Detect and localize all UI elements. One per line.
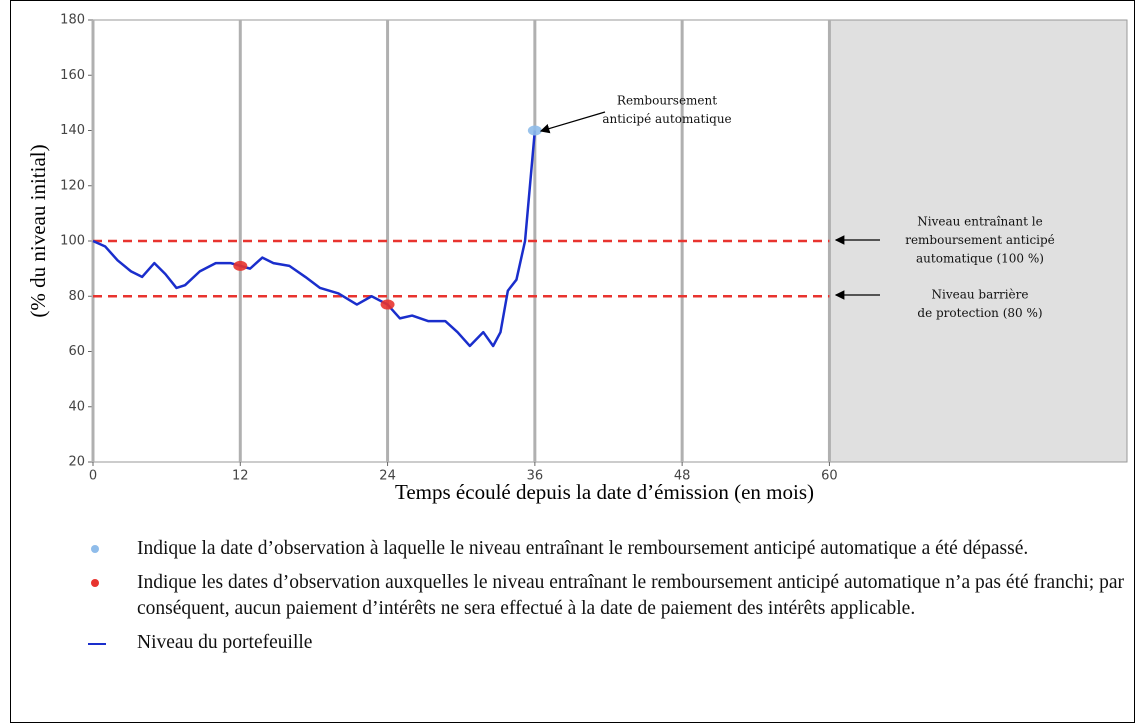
- x-tick-label: 60: [821, 469, 838, 484]
- x-tick-label: 48: [674, 469, 691, 484]
- note: Indique la date d’observation à laquelle…: [88, 536, 1124, 562]
- y-tick-label: 120: [60, 178, 85, 193]
- observation-point: [233, 260, 248, 271]
- legend-entry: Niveau du portefeuille: [88, 630, 1124, 656]
- annotation: automatique (100 %): [916, 252, 1044, 266]
- y-tick-label: 180: [60, 13, 85, 28]
- annotation: Niveau entraînant le: [917, 215, 1042, 229]
- y-tick-label: 100: [60, 234, 85, 249]
- y-tick-label: 80: [68, 289, 85, 304]
- note-text: Indique la date d’observation à laquelle…: [137, 538, 1029, 559]
- x-axis-label: Temps écoulé depuis la date d’émission (…: [395, 480, 814, 504]
- annotation: remboursement anticipé: [905, 233, 1055, 247]
- y-tick-label: 140: [60, 123, 85, 138]
- y-tick-label: 160: [60, 68, 85, 83]
- series-line: [92, 130, 537, 348]
- observation-point: [527, 125, 542, 136]
- annotation: de protection (80 %): [917, 306, 1042, 320]
- note-dot: [91, 545, 99, 553]
- annotation: Niveau barrière: [931, 288, 1028, 302]
- x-tick-label: 24: [379, 469, 396, 484]
- annotation: Remboursement: [617, 94, 717, 108]
- shaded-region: [829, 20, 1127, 462]
- x-tick-label: 36: [527, 469, 544, 484]
- y-tick-label: 40: [68, 399, 85, 414]
- annotation-arrow: [539, 111, 606, 134]
- note-text: Indique les dates d’observation auxquell…: [137, 572, 1124, 619]
- notes: Indique la date d’observation à laquelle…: [88, 536, 1124, 664]
- legend-label: Niveau du portefeuille: [137, 632, 313, 653]
- y-tick-label: 20: [68, 455, 85, 470]
- x-tick-label: 0: [89, 469, 97, 484]
- note: Indique les dates d’observation auxquell…: [88, 570, 1124, 622]
- y-tick-label: 60: [68, 344, 85, 359]
- y-axis-label: (% du niveau initial): [26, 144, 50, 317]
- x-tick-label: 12: [232, 469, 249, 484]
- legend-swatch: [88, 643, 106, 645]
- observation-point: [380, 299, 395, 310]
- annotation: anticipé automatique: [602, 112, 731, 126]
- note-dot: [91, 579, 99, 587]
